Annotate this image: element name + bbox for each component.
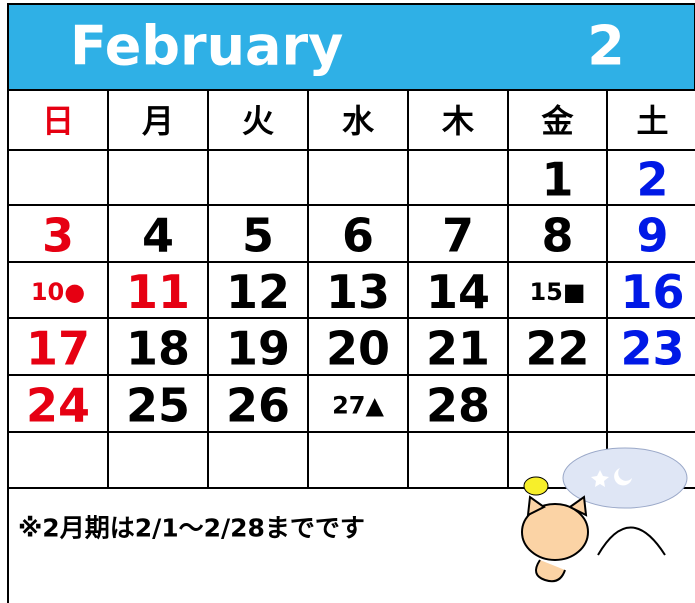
cat-body [535,559,566,583]
day: 23 [620,322,684,376]
day: 19 [226,322,290,376]
day: 8 [541,209,573,263]
day: 24 [26,379,90,433]
day: 1 [541,153,573,207]
day: 2 [636,153,668,207]
weekday: 金 [540,102,574,140]
day: 6 [342,209,374,263]
hill [597,526,666,556]
day: 27▲ [332,392,384,420]
day: 15■ [529,278,585,306]
frame [7,89,695,603]
grid: 日月火水木金土1 23 4 5 6 7 8 910● 11 12 13 14 15■ 1617 18 19 20… [8,90,695,489]
star [591,470,609,487]
day: 28 [426,379,490,433]
day: 26 [226,379,290,433]
day: 12 [226,265,290,319]
weekday: 水 [342,102,375,140]
cat-head [521,503,589,561]
note: ※2月期は2/1～2/28までです [18,514,365,543]
day: 5 [242,209,274,263]
day: 4 [142,209,174,263]
cat-illustration [521,447,688,583]
day: 21 [426,322,490,376]
cat-ears [526,495,588,517]
day: 18 [126,322,190,376]
day: 13 [326,265,390,319]
chick [523,476,549,496]
weekday: 火 [242,102,274,140]
day: 3 [42,209,74,263]
day: 9 [636,209,668,263]
day: 10● [31,278,85,306]
day: 14 [426,265,490,319]
day: 7 [442,209,474,263]
day: 22 [525,322,589,376]
header-bar [7,3,695,91]
weekday: 木 [441,102,474,140]
month-name: February [70,15,343,78]
weekday: 日 [42,102,74,140]
cloud [562,447,688,509]
day: 17 [26,322,90,376]
month-number: 2 [587,15,625,78]
day: 16 [620,265,684,319]
day: 25 [126,379,190,433]
moon [614,468,632,486]
day: 11 [126,265,190,319]
day: 20 [326,322,390,376]
weekday: 土 [636,102,668,140]
weekday: 月 [142,102,174,140]
